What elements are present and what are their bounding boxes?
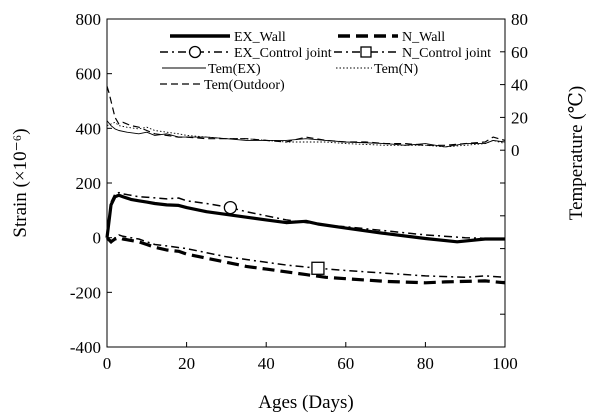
x-tick-label: 60 (337, 354, 354, 373)
series-marker-n-control-joint (311, 261, 325, 275)
legend: EX_Wall N_Wall EX_Control joint N_Contro… (160, 30, 491, 93)
legend-label-n-control-joint: N_Control joint (402, 46, 491, 61)
legend-label-n-wall: N_Wall (402, 30, 445, 45)
legend-label-ex-control-joint: EX_Control joint (234, 46, 332, 61)
y-tick-label: -200 (70, 283, 101, 302)
series-marker-ex-control-joint (223, 200, 238, 215)
y2-axis-title: Temperature (℃) (566, 86, 587, 220)
y2-tick-label: 20 (511, 108, 528, 127)
ticks-layer: 0 20 40 60 80 100 -400 -200 0 200 400 600 800 0 20 40 60… (70, 10, 528, 373)
y2-tick-label: 80 (511, 10, 528, 29)
x-tick-label: 80 (417, 354, 434, 373)
legend-label-tem-ex: Tem(EX) (208, 62, 261, 77)
series-line-tem-n- (106, 121, 506, 148)
legend-label-ex-wall: EX_Wall (234, 30, 286, 45)
y-tick-label: 200 (76, 174, 102, 193)
series-line-ex-control-joint (106, 191, 506, 240)
y-tick-label: 800 (76, 10, 102, 29)
x-axis-title: Ages (Days) (258, 392, 354, 413)
series-line-n-control-joint (106, 234, 506, 279)
x-tick-label: 40 (258, 354, 275, 373)
y2-tick-label: 60 (511, 43, 528, 62)
legend-label-tem-outdoor: Tem(Outdoor) (204, 78, 285, 93)
series-line-n-wall (105, 236, 506, 285)
series-line-tem-outdoor- (106, 86, 506, 146)
legend-marker-circle (188, 45, 202, 59)
x-tick-label: 0 (103, 354, 112, 373)
y2-tick-label: 0 (511, 141, 520, 160)
y-tick-label: 0 (93, 229, 102, 248)
y-tick-label: -400 (70, 338, 101, 357)
y-axis-title: Strain (×10⁻⁶) (10, 128, 31, 237)
x-tick-label: 20 (178, 354, 195, 373)
series-layer (105, 86, 506, 285)
series-line-ex-wall (105, 193, 505, 244)
x-tick-label: 100 (492, 354, 518, 373)
legend-label-tem-n: Tem(N) (374, 62, 418, 77)
legend-marker-square (360, 46, 372, 58)
y-tick-label: 600 (76, 65, 102, 84)
y2-tick-label: 40 (511, 76, 528, 95)
y-tick-label: 400 (76, 119, 102, 138)
series-line-tem-ex- (106, 120, 506, 148)
